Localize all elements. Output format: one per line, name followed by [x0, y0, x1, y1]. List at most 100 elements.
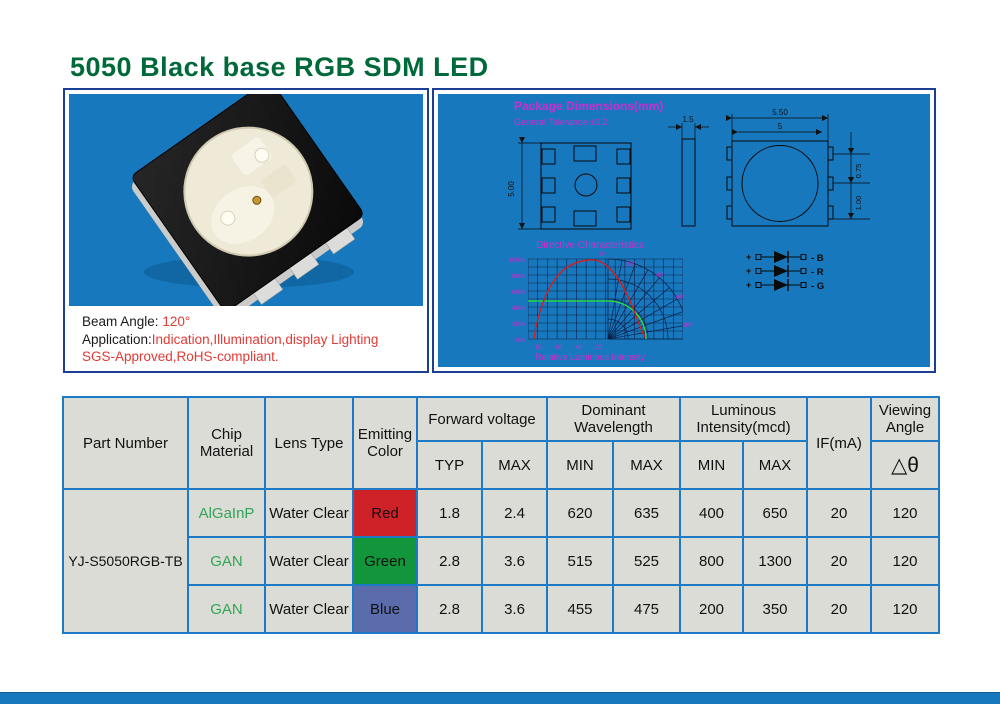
table-cell: 1300	[742, 536, 808, 586]
header-lens-type: Lens Type	[264, 396, 354, 490]
table-cell: 200	[679, 584, 744, 634]
dim-pad-offset-label: 1.00	[854, 196, 863, 211]
svg-text:20: 20	[596, 345, 603, 351]
table-cell: 475	[612, 584, 681, 634]
svg-text:60%: 60%	[512, 289, 525, 296]
table-cell: 635	[612, 488, 681, 538]
svg-text:0°: 0°	[600, 252, 606, 258]
table-cell: Water Clear	[264, 488, 354, 538]
channel-label-g: - G	[811, 281, 824, 292]
beam-angle-value: 120°	[162, 314, 191, 329]
svg-text:40°: 40°	[656, 273, 666, 279]
header-dominant-wavelength: Dominant Wavelength	[546, 396, 681, 442]
table-cell: 3.6	[481, 536, 548, 586]
top-view-drawing	[518, 137, 632, 230]
svg-text:0%: 0%	[516, 337, 526, 344]
table-cell: 20	[806, 536, 872, 586]
svg-text:80%: 80%	[512, 273, 525, 280]
table-cell: 3.6	[481, 584, 548, 634]
dim-width-inner-label: 5	[778, 122, 783, 131]
beam-angle-line: Beam Angle: 120°	[82, 313, 423, 331]
directivity-xlabel: Relative Luminous Intensity	[535, 352, 646, 362]
table-cell: 120	[870, 584, 940, 634]
package-dimensions-panel: Package Dimensions(mm) General Tolerance…	[432, 88, 936, 373]
dim-width-outer-label: 5.50	[772, 108, 788, 117]
table-cell: 620	[546, 488, 614, 538]
circuit-diagram: + - B + - R +	[746, 251, 824, 292]
table-cell: 455	[546, 584, 614, 634]
directivity-chart: Directive Characteristics	[508, 240, 693, 362]
svg-text:+: +	[746, 252, 751, 262]
table-cell: 350	[742, 584, 808, 634]
svg-text:80: 80	[536, 345, 543, 351]
page-title: 5050 Black base RGB SDM LED	[70, 52, 489, 82]
table-row: YJ-S5050RGB-TB AlGaInP Water Clear Red 1…	[62, 488, 940, 634]
svg-text:+: +	[746, 266, 751, 276]
channel-label-r: - R	[811, 267, 824, 278]
side-view-drawing	[668, 123, 709, 227]
header-chip-material: Chip Material	[187, 396, 266, 490]
directivity-y-ticks: 100% 80% 60% 40% 20% 0%	[508, 257, 525, 344]
table-cell: 800	[679, 536, 744, 586]
dims-title: Package Dimensions(mm)	[514, 99, 663, 113]
table-cell: 2.4	[481, 488, 548, 538]
compliance-line: SGS-Approved,RoHS-compliant.	[82, 349, 279, 364]
header-viewing-angle: Viewing Angle	[870, 396, 940, 442]
package-dimensions-drawing: Package Dimensions(mm) General Tolerance…	[438, 94, 930, 367]
table-cell: 1.8	[416, 488, 483, 538]
circuit-row-b: + - B	[746, 251, 824, 264]
half-power-line	[528, 300, 647, 340]
table-cell: Water Clear	[264, 536, 354, 586]
radiation-curve	[533, 259, 646, 340]
table-row: GAN Water Clear Blue 2.8 3.6 455 475 200…	[63, 584, 940, 634]
directivity-title: Directive Characteristics	[536, 240, 644, 251]
table-row: GAN Water Clear Green 2.8 3.6 515 525 80…	[63, 536, 940, 586]
table-cell: 120	[870, 488, 940, 538]
table-cell: 650	[742, 488, 808, 538]
table-cell: 20	[806, 584, 872, 634]
beam-angle-label: Beam Angle:	[82, 314, 159, 329]
directivity-angle-ticks: 0° 20° 40° 60° 80°	[600, 252, 694, 329]
header-viewing-angle-symbol: △θ	[870, 440, 940, 490]
emitting-color-cell: Blue	[352, 584, 418, 634]
directivity-x-ticks: 80 60 40 20	[536, 345, 603, 351]
table-cell: GAN	[187, 584, 266, 634]
front-view-drawing	[726, 114, 870, 227]
svg-text:100%: 100%	[508, 257, 525, 264]
svg-text:40%: 40%	[512, 305, 525, 312]
header-vf-max: MAX	[481, 440, 548, 490]
footer-bar	[0, 692, 1000, 704]
header-if-ma: IF(mA)	[806, 396, 872, 490]
table-cell: 515	[546, 536, 614, 586]
table-cell: 400	[679, 488, 744, 538]
led-photo-illustration	[69, 81, 423, 320]
dims-subtitle: General Tolerance ±0.2	[514, 117, 607, 127]
dim-thickness-label: 1.5	[682, 115, 694, 124]
table-cell: Water Clear	[264, 584, 354, 634]
svg-text:80°: 80°	[684, 323, 694, 329]
circuit-row-g: + - G	[746, 279, 824, 292]
table-cell: 20	[806, 488, 872, 538]
table-cell: 2.8	[416, 584, 483, 634]
channel-label-b: - B	[811, 253, 824, 264]
header-wl-min: MIN	[546, 440, 614, 490]
led-photo	[69, 81, 423, 320]
header-row-1: Part Number Chip Material Lens Type Emit…	[62, 396, 940, 490]
dim-pad-pitch-label: 0.75	[854, 164, 863, 179]
product-photo-panel: Beam Angle: 120° Application:Indication,…	[63, 81, 429, 373]
application-value: Indication,Illumination,display Lighting	[151, 331, 379, 347]
svg-text:60: 60	[556, 345, 563, 351]
table-cell: AlGaInP	[187, 488, 266, 538]
header-luminous-intensity: Luminous Intensity(mcd)	[679, 396, 808, 442]
header-iv-max: MAX	[742, 440, 808, 490]
table-cell: GAN	[187, 536, 266, 586]
svg-text:20%: 20%	[512, 321, 525, 328]
spec-table: Part Number Chip Material Lens Type Emit…	[62, 396, 940, 634]
header-vf-typ: TYP	[416, 440, 483, 490]
application-label: Application:	[82, 331, 152, 347]
header-emitting-color: Emitting Color	[352, 396, 418, 490]
header-wl-max: MAX	[612, 440, 681, 490]
application-line: Application:Indication,Illumination,disp…	[82, 331, 423, 349]
part-number-cell: YJ-S5050RGB-TB	[62, 488, 189, 634]
